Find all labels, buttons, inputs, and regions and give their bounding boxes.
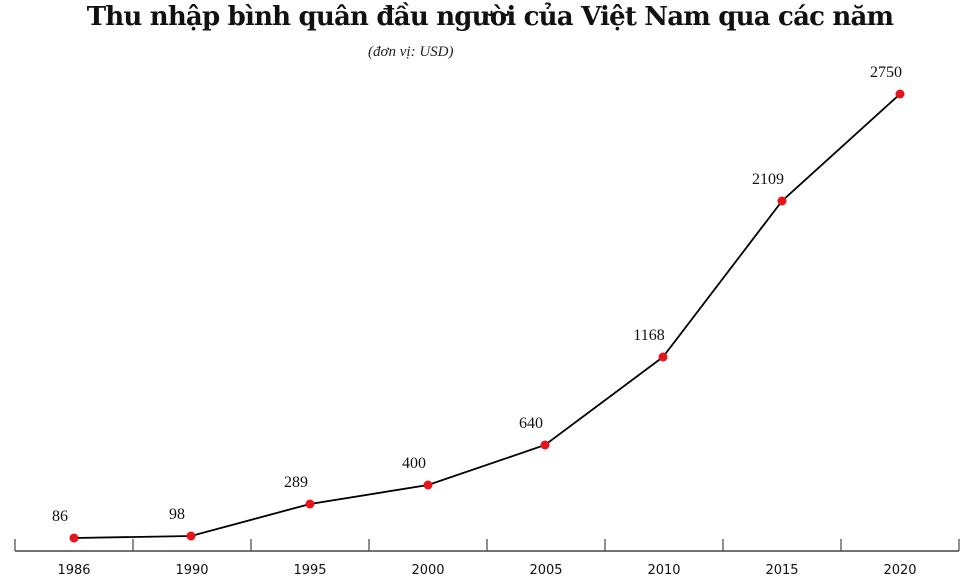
data-value-label: 2109 (752, 171, 784, 188)
data-point-marker (69, 533, 79, 543)
data-point-marker (895, 89, 905, 99)
data-value-label: 86 (52, 508, 68, 525)
x-tick-label: 2020 (883, 563, 916, 578)
unit-subtitle: (đơn vị: USD) (368, 44, 454, 60)
x-tick-label: 1986 (57, 563, 90, 578)
data-value-label: 400 (402, 455, 426, 472)
data-point-marker (658, 352, 668, 362)
data-value-label: 2750 (870, 64, 902, 81)
data-point-marker (186, 531, 196, 541)
x-tick-label: 2000 (411, 563, 444, 578)
data-markers (69, 89, 905, 543)
data-point-marker (540, 440, 550, 450)
chart-title: Thu nhập bình quân đầu người của Việt Na… (86, 2, 894, 32)
data-value-label: 289 (284, 474, 308, 491)
x-axis (14, 539, 960, 552)
data-labels: 86 98 289 400 640 1168 2109 2750 (52, 64, 902, 525)
x-tick-label: 1995 (293, 563, 326, 578)
data-line (73, 93, 901, 539)
data-value-label: 98 (169, 506, 185, 523)
x-tick-label: 2005 (529, 563, 562, 578)
x-tick-label: 2015 (765, 563, 798, 578)
data-value-label: 640 (519, 415, 543, 432)
x-tick-labels: 1986 1990 1995 2000 2005 2010 2015 2020 (57, 563, 916, 578)
data-point-marker (777, 196, 787, 206)
data-value-label: 1168 (633, 327, 664, 344)
data-point-marker (423, 480, 433, 490)
x-tick-label: 1990 (175, 563, 208, 578)
x-tick-label: 2010 (647, 563, 680, 578)
data-point-marker (305, 499, 315, 509)
